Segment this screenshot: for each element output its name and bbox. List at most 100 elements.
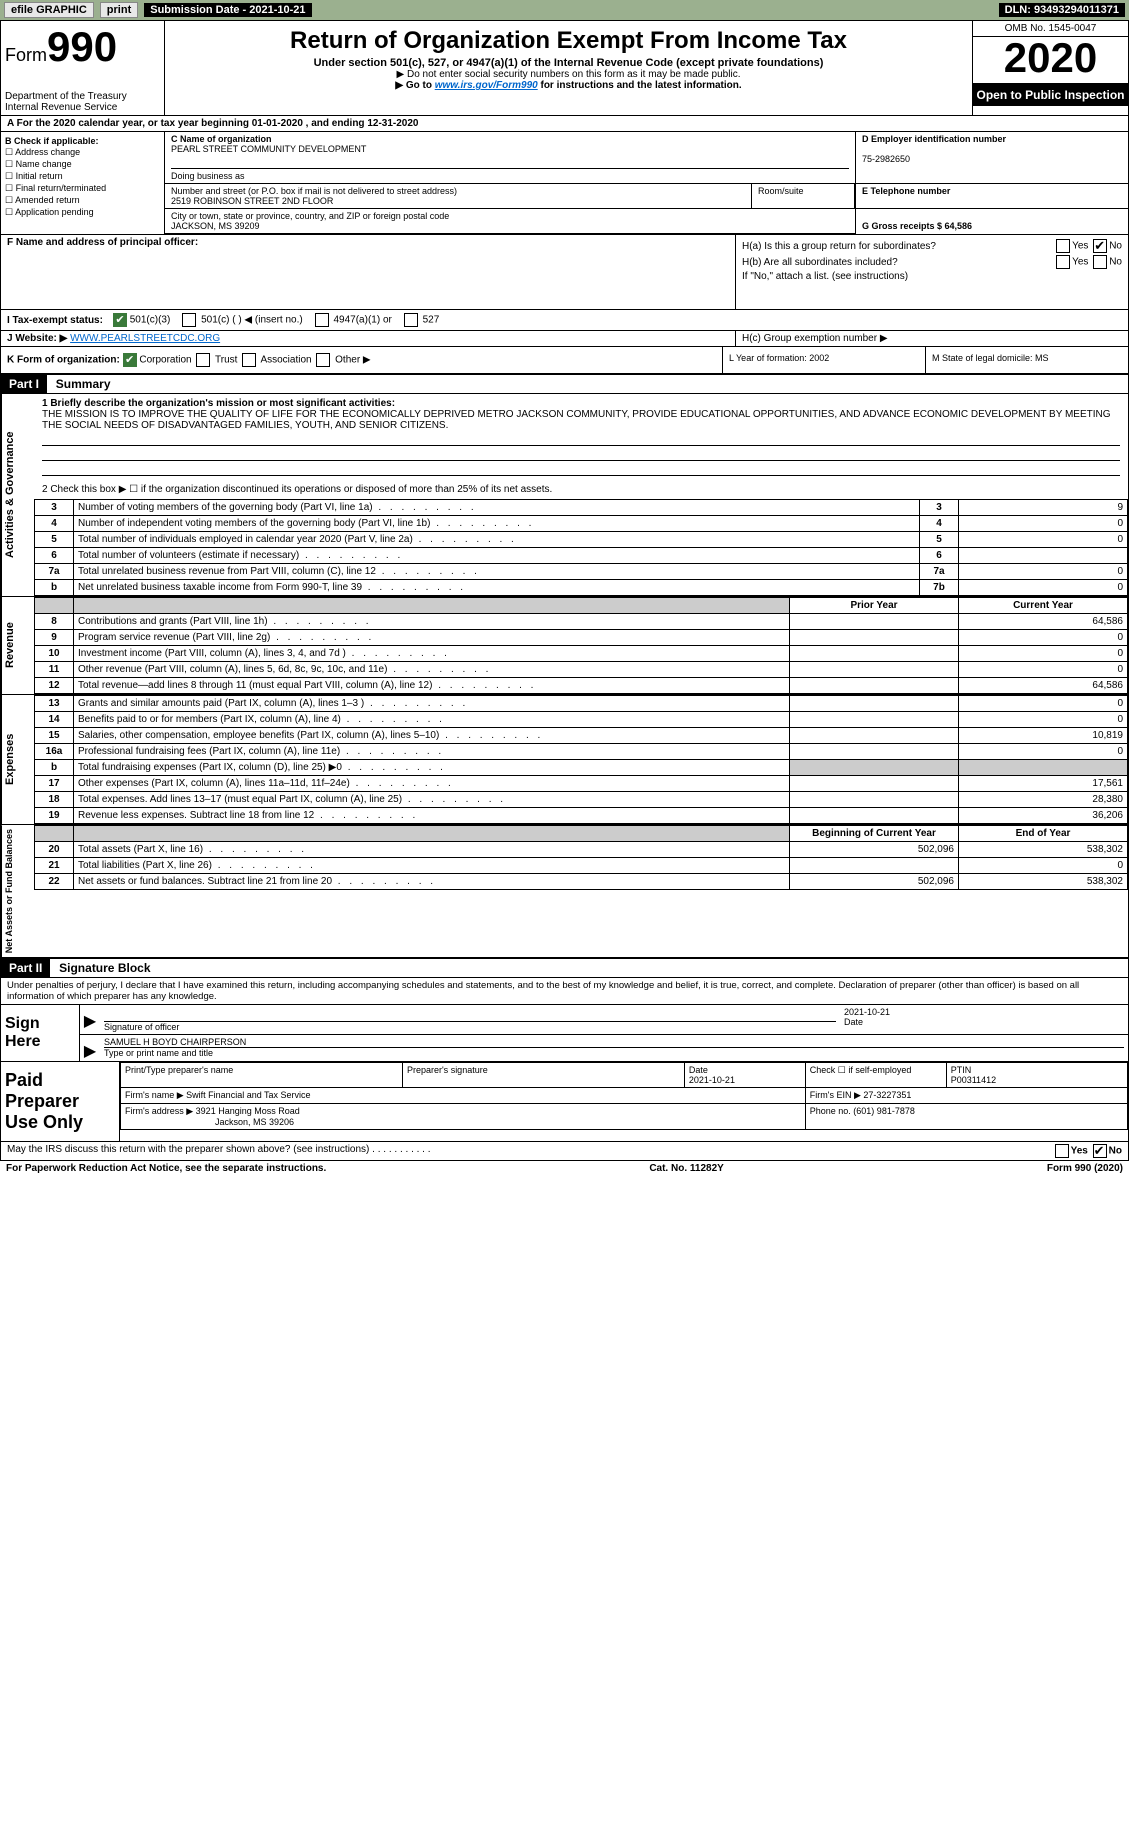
arrow-icon: ▶ <box>80 1035 100 1061</box>
discuss-text: May the IRS discuss this return with the… <box>7 1144 431 1158</box>
form-header: Form990 Department of the Treasury Inter… <box>0 20 1129 116</box>
firm-addr: 3921 Hanging Moss Road <box>196 1106 300 1116</box>
header-mid: Return of Organization Exempt From Incom… <box>165 21 972 115</box>
k-label: K Form of organization: <box>7 355 120 366</box>
sign-here-label: Sign Here <box>1 1005 79 1061</box>
footer-row: For Paperwork Reduction Act Notice, see … <box>0 1161 1129 1176</box>
discuss-no[interactable] <box>1093 1144 1107 1158</box>
tax-status-row: I Tax-exempt status: ✔ 501(c)(3) 501(c) … <box>0 310 1129 331</box>
part1-header: Part I <box>1 375 47 393</box>
l-year: L Year of formation: 2002 <box>723 347 926 373</box>
block-bcd: B Check if applicable: ☐ Address change … <box>0 132 1129 235</box>
m-state: M State of legal domicile: MS <box>926 347 1128 373</box>
chk-pending[interactable]: ☐ Application pending <box>5 207 160 218</box>
city-label: City or town, state or province, country… <box>171 211 449 221</box>
form-footer: Form 990 (2020) <box>1047 1163 1123 1174</box>
declaration-text: Under penalties of perjury, I declare th… <box>1 978 1128 1004</box>
discuss-row: May the IRS discuss this return with the… <box>0 1142 1129 1161</box>
form-prefix: Form <box>5 45 47 65</box>
governance-table: 3Number of voting members of the governi… <box>34 499 1128 596</box>
e-label: E Telephone number <box>862 186 950 196</box>
org-name: PEARL STREET COMMUNITY DEVELOPMENT <box>171 144 366 154</box>
ha-label: H(a) Is this a group return for subordin… <box>742 241 936 252</box>
submission-date: Submission Date - 2021-10-21 <box>144 3 311 17</box>
open-inspection: Open to Public Inspection <box>973 84 1128 106</box>
dba-label: Doing business as <box>171 171 245 181</box>
addr-label: Number and street (or P.O. box if mail i… <box>171 186 457 196</box>
ha-no[interactable] <box>1093 239 1107 253</box>
chk-corp[interactable]: ✔ <box>123 353 137 367</box>
part1-title: Summary <box>50 375 117 393</box>
ha-yes[interactable] <box>1056 239 1070 253</box>
pt-date: 2021-10-21 <box>689 1075 735 1085</box>
jw-row: J Website: ▶ WWW.PEARLSTREETCDC.ORG H(c)… <box>0 331 1129 347</box>
room-label: Room/suite <box>752 184 855 208</box>
q1-label: 1 Briefly describe the organization's mi… <box>42 398 395 409</box>
sig-officer-label: Signature of officer <box>104 1021 836 1032</box>
gross-receipts: G Gross receipts $ 64,586 <box>862 221 972 231</box>
side-expenses: Expenses <box>1 695 34 824</box>
irs-link[interactable]: www.irs.gov/Form990 <box>435 80 538 91</box>
chk-527[interactable] <box>404 313 418 327</box>
top-toolbar: efile GRAPHIC print Submission Date - 20… <box>0 0 1129 20</box>
chk-assoc[interactable] <box>242 353 256 367</box>
hb-no[interactable] <box>1093 255 1107 269</box>
pra-notice: For Paperwork Reduction Act Notice, see … <box>6 1163 326 1174</box>
chk-4947[interactable] <box>315 313 329 327</box>
d-label: D Employer identification number <box>862 134 1006 144</box>
side-governance: Activities & Governance <box>1 394 34 596</box>
hb-note: If "No," attach a list. (see instruction… <box>742 271 1122 282</box>
header-left: Form990 Department of the Treasury Inter… <box>1 21 165 115</box>
ein-value: 75-2982650 <box>862 154 910 164</box>
header-right: OMB No. 1545-0047 2020 Open to Public In… <box>972 21 1128 115</box>
klm-row: K Form of organization: ✔ Corporation Tr… <box>0 347 1129 374</box>
chk-501c3[interactable]: ✔ <box>113 313 127 327</box>
addr-value: 2519 ROBINSON STREET 2ND FLOOR <box>171 196 333 206</box>
side-revenue: Revenue <box>1 597 34 694</box>
q1-text: THE MISSION IS TO IMPROVE THE QUALITY OF… <box>42 409 1111 431</box>
preparer-block: Paid Preparer Use Only Print/Type prepar… <box>0 1062 1129 1142</box>
i-label: I Tax-exempt status: <box>7 315 103 326</box>
c-label: C Name of organization <box>171 134 272 144</box>
j-label: J Website: ▶ <box>7 333 67 344</box>
arrow-icon: ▶ <box>80 1005 100 1034</box>
discuss-yes[interactable] <box>1055 1144 1069 1158</box>
chk-final[interactable]: ☐ Final return/terminated <box>5 183 160 194</box>
b-label: B Check if applicable: <box>5 136 99 146</box>
note2-pre: ▶ Go to <box>395 80 434 91</box>
chk-amended[interactable]: ☐ Amended return <box>5 195 160 206</box>
pt-name-label: Print/Type preparer's name <box>121 1063 403 1088</box>
print-button[interactable]: print <box>100 2 138 18</box>
chk-trust[interactable] <box>196 353 210 367</box>
efile-button[interactable]: efile GRAPHIC <box>4 2 94 18</box>
hc-label: H(c) Group exemption number ▶ <box>736 331 1128 346</box>
chk-address[interactable]: ☐ Address change <box>5 147 160 158</box>
chk-name[interactable]: ☐ Name change <box>5 159 160 170</box>
hb-yes[interactable] <box>1056 255 1070 269</box>
sig-date-val: 2021-10-21 <box>844 1007 890 1017</box>
sig-date-label: Date <box>844 1017 1124 1027</box>
f-label: F Name and address of principal officer: <box>7 237 198 248</box>
form-title: Return of Organization Exempt From Incom… <box>173 27 964 55</box>
chk-other[interactable] <box>316 353 330 367</box>
firm-name: Swift Financial and Tax Service <box>186 1090 310 1100</box>
pt-sig-label: Preparer's signature <box>402 1063 684 1088</box>
chk-initial[interactable]: ☐ Initial return <box>5 171 160 182</box>
city-value: JACKSON, MS 39209 <box>171 221 260 231</box>
name-title-label: Type or print name and title <box>104 1047 1124 1058</box>
form-number: 990 <box>47 23 117 70</box>
hb-label: H(b) Are all subordinates included? <box>742 257 898 268</box>
chk-501c[interactable] <box>182 313 196 327</box>
firm-phone: (601) 981-7878 <box>853 1106 915 1116</box>
self-emp-check[interactable]: Check ☐ if self-employed <box>805 1063 946 1088</box>
officer-name: SAMUEL H BOYD CHAIRPERSON <box>104 1037 246 1047</box>
paid-preparer-label: Paid Preparer Use Only <box>1 1062 119 1141</box>
revenue-table: Prior YearCurrent Year8Contributions and… <box>34 597 1128 694</box>
irs-label: Internal Revenue Service <box>5 102 160 113</box>
part2-header: Part II <box>1 959 50 977</box>
side-netassets: Net Assets or Fund Balances <box>1 825 34 957</box>
netassets-table: Beginning of Current YearEnd of Year20To… <box>34 825 1128 890</box>
website-link[interactable]: WWW.PEARLSTREETCDC.ORG <box>70 333 220 344</box>
expenses-table: 13Grants and similar amounts paid (Part … <box>34 695 1128 824</box>
cat-no: Cat. No. 11282Y <box>649 1163 723 1174</box>
